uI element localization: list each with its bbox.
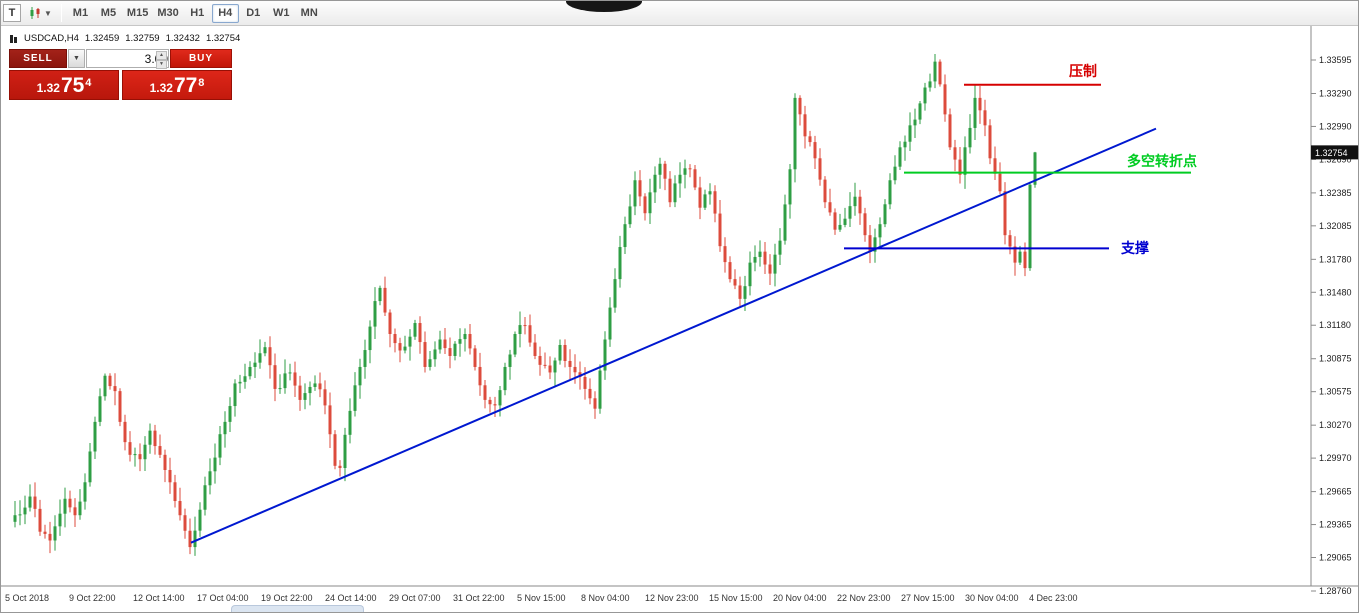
volume-stepper: ▲ ▼ xyxy=(156,51,167,69)
volume-step-down-icon[interactable]: ▼ xyxy=(156,60,167,69)
price-tick-label: 1.33595 xyxy=(1319,55,1352,65)
current-price-badge: 1.32754 xyxy=(1311,145,1358,160)
price-tick-label: 1.29065 xyxy=(1319,553,1352,563)
chart-type-button[interactable]: ▼ xyxy=(24,3,56,23)
volume-dropdown-button[interactable]: ▼ xyxy=(68,49,85,68)
price-tick-label: 1.32085 xyxy=(1319,221,1352,231)
buy-price-pips: 77 xyxy=(173,74,198,97)
price-tick-label: 1.30270 xyxy=(1319,420,1352,430)
price-tick-label: 1.28760 xyxy=(1319,586,1352,596)
time-tick-label: 5 Oct 2018 xyxy=(5,593,49,603)
open-value: 1.32459 xyxy=(84,33,120,44)
volume-field: ▲ ▼ xyxy=(86,49,169,69)
time-axis[interactable]: 5 Oct 2018 9 Oct 22:00 12 Oct 14:00 17 Oct … xyxy=(5,593,1078,603)
time-tick-label: 22 Nov 23:00 xyxy=(837,593,891,603)
resistance-label: 压制 xyxy=(1069,63,1097,79)
candles-layer xyxy=(13,53,1037,556)
close-value: 1.32754 xyxy=(205,33,241,44)
time-tick-label: 12 Nov 23:00 xyxy=(645,593,699,603)
tab-timeframe-d1[interactable]: D1 xyxy=(246,7,261,19)
tab-timeframe-m15[interactable]: M15 xyxy=(126,7,149,19)
buy-price-pipette: 8 xyxy=(198,77,205,89)
buy-price-prefix: 1.32 xyxy=(149,81,173,95)
trendline[interactable] xyxy=(190,127,1157,544)
price-chart[interactable]: 1.33595 1.33290 1.32990 1.32690 1.32385 1.320… xyxy=(1,26,1359,613)
sell-button[interactable]: SELL xyxy=(9,49,67,68)
time-tick-label: 12 Oct 14:00 xyxy=(133,593,185,603)
symbol-name: USDCAD,H4 xyxy=(24,33,79,44)
time-tick-label: 4 Dec 23:00 xyxy=(1029,593,1078,603)
time-tick-label: 8 Nov 04:00 xyxy=(581,593,630,603)
high-value: 1.32759 xyxy=(125,33,160,44)
toolbar: T ▼ M1 M5 M15 M30 H1 H4 D1 W1 MN xyxy=(1,1,1358,26)
price-tick-label: 1.30575 xyxy=(1319,387,1352,397)
tab-timeframe-w1[interactable]: W1 xyxy=(272,7,290,19)
tab-timeframe-m1[interactable]: M1 xyxy=(72,7,89,19)
time-tick-label: 30 Nov 04:00 xyxy=(965,593,1019,603)
time-tick-label: 17 Oct 04:00 xyxy=(197,593,249,603)
price-tick-label: 1.29365 xyxy=(1319,520,1352,530)
support-label: 支撑 xyxy=(1120,240,1149,256)
time-tick-label: 29 Oct 07:00 xyxy=(389,593,441,603)
price-tick-label: 1.31780 xyxy=(1319,254,1352,264)
time-tick-label: 19 Oct 22:00 xyxy=(261,593,313,603)
low-value: 1.32432 xyxy=(165,33,200,44)
chevron-down-icon: ▼ xyxy=(44,8,52,18)
price-tick-label: 1.32385 xyxy=(1319,188,1352,198)
tab-timeframe-m30[interactable]: M30 xyxy=(157,7,179,19)
price-tick-label: 1.29970 xyxy=(1319,453,1352,463)
time-tick-label: 27 Nov 15:00 xyxy=(901,593,955,603)
window-icon: T xyxy=(3,4,21,22)
tab-timeframe-mn[interactable]: MN xyxy=(300,7,318,19)
price-tick-label: 1.32990 xyxy=(1319,121,1352,131)
tab-timeframe-h1[interactable]: H1 xyxy=(190,7,205,19)
sell-price-pipette: 4 xyxy=(85,77,92,89)
volume-step-up-icon[interactable]: ▲ xyxy=(156,51,167,60)
buy-price-button[interactable]: 1.32 77 8 xyxy=(122,70,232,100)
sell-price-button[interactable]: 1.32 75 4 xyxy=(9,70,119,100)
time-tick-label: 15 Nov 15:00 xyxy=(709,593,763,603)
symbol-ohlc-header: USDCAD,H4 1.32459 1.32759 1.32432 1.3275… xyxy=(9,33,240,44)
tab-timeframe-m5[interactable]: M5 xyxy=(100,7,117,19)
timeframe-group: M1 M5 M15 M30 H1 H4 D1 W1 MN xyxy=(67,3,323,23)
price-axis[interactable]: 1.33595 1.33290 1.32990 1.32690 1.32385 1.320… xyxy=(1311,55,1352,596)
pivot-label: 多空转折点 xyxy=(1127,153,1197,169)
toolbar-separator xyxy=(60,4,62,22)
time-tick-label: 9 Oct 22:00 xyxy=(69,593,116,603)
tab-timeframe-h4[interactable]: H4 xyxy=(211,3,239,23)
chart-area[interactable]: 1.33595 1.33290 1.32990 1.32690 1.32385 1.320… xyxy=(1,26,1359,613)
svg-text:1.32754: 1.32754 xyxy=(1315,148,1348,158)
one-click-trading-panel: SELL ▼ ▲ ▼ BUY 1.32 75 4 1.3 xyxy=(9,49,232,100)
bottom-overlay-fragment xyxy=(231,605,364,612)
screen-notch xyxy=(566,1,642,12)
price-tick-label: 1.29665 xyxy=(1319,487,1352,497)
time-tick-label: 5 Nov 15:00 xyxy=(517,593,566,603)
price-tick-label: 1.31180 xyxy=(1319,320,1351,330)
price-tick-label: 1.33290 xyxy=(1319,88,1352,98)
buy-button[interactable]: BUY xyxy=(170,49,232,68)
candlestick-chart-icon xyxy=(30,7,40,19)
sell-price-pips: 75 xyxy=(60,74,85,97)
sell-price-prefix: 1.32 xyxy=(36,81,60,95)
time-tick-label: 31 Oct 22:00 xyxy=(453,593,505,603)
price-tick-label: 1.31480 xyxy=(1319,287,1352,297)
price-tick-label: 1.32690 xyxy=(1319,154,1352,164)
time-tick-label: 20 Nov 04:00 xyxy=(773,593,827,603)
volume-input[interactable] xyxy=(106,51,168,66)
time-tick-label: 24 Oct 14:00 xyxy=(325,593,377,603)
candlestick-icon xyxy=(9,34,18,44)
price-tick-label: 1.30875 xyxy=(1319,354,1352,364)
